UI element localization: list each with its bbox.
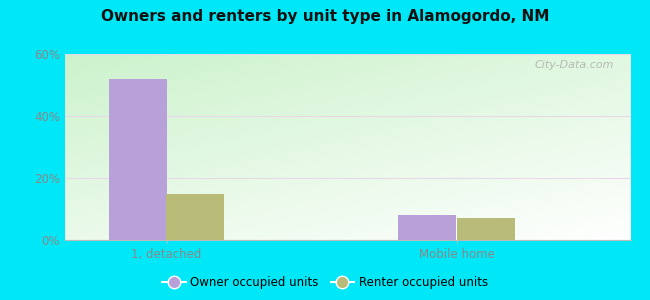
Bar (166, 194, 224, 240)
Bar (109, 79, 166, 240)
Text: City-Data.com: City-Data.com (534, 60, 614, 70)
Bar (456, 218, 515, 240)
Text: Owners and renters by unit type in Alamogordo, NM: Owners and renters by unit type in Alamo… (101, 9, 549, 24)
Legend: Owner occupied units, Renter occupied units: Owner occupied units, Renter occupied un… (157, 272, 493, 294)
Bar (398, 215, 456, 240)
